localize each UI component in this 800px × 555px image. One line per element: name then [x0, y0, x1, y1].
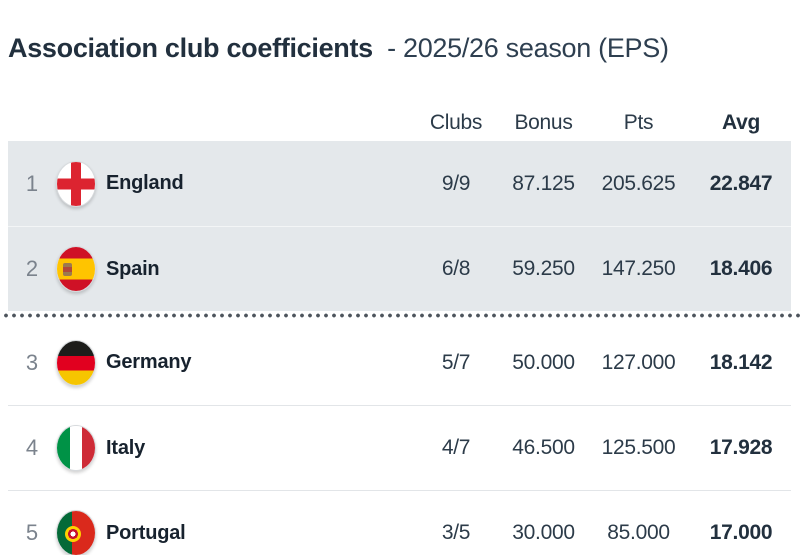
coefficients-table: Clubs Bonus Pts Avg 1 England 9/9 87.125…	[0, 105, 800, 555]
country-name: Spain	[106, 257, 160, 280]
column-header-clubs[interactable]: Clubs	[429, 111, 483, 134]
rank-value: 1	[25, 170, 39, 196]
table-row[interactable]: 5 Portugal 3/5 30.000 85.000 17.000	[8, 490, 791, 555]
avg-value: 22.847	[709, 171, 773, 195]
table-row[interactable]: 2 Spain 6/8 59.250 147.250 18.406	[8, 226, 791, 311]
flag-cell	[56, 246, 106, 292]
rank-value: 3	[25, 349, 39, 375]
country-name: Italy	[106, 436, 146, 459]
bonus-value: 30.000	[512, 521, 575, 544]
avg-value: 18.142	[709, 350, 773, 374]
clubs-value: 4/7	[441, 436, 471, 459]
table-body: 1 England 9/9 87.125 205.625 22.847 2 Sp…	[0, 141, 800, 555]
bonus-value: 59.250	[512, 257, 575, 280]
flag-cell	[56, 339, 106, 386]
bonus-value: 50.000	[512, 350, 575, 374]
avg-value: 17.928	[709, 436, 773, 459]
clubs-value: 3/5	[441, 521, 471, 544]
table-row[interactable]: 4 Italy 4/7 46.500 125.500 17.928	[8, 405, 791, 490]
flag-icon-spain	[56, 246, 96, 292]
flag-cell	[56, 425, 106, 471]
flag-fill	[57, 340, 95, 385]
flag-cell	[56, 510, 106, 555]
country-name: Portugal	[106, 521, 186, 544]
clubs-value: 6/8	[441, 257, 471, 280]
avg-value: 18.406	[709, 257, 773, 280]
rank-value: 2	[25, 256, 39, 281]
avg-value: 17.000	[709, 521, 773, 544]
rank-value: 5	[25, 520, 39, 545]
title-season: - 2025/26 season (EPS)	[387, 33, 669, 63]
rank-value: 4	[25, 435, 39, 460]
table-row[interactable]: 3 Germany 5/7 50.000 127.000 18.142	[8, 320, 791, 405]
country-name: England	[106, 172, 184, 194]
flag-icon-germany	[56, 339, 96, 386]
country-name: Germany	[106, 351, 192, 373]
column-header-bonus[interactable]: Bonus	[514, 111, 573, 134]
pts-value: 125.500	[601, 436, 676, 459]
page-title: Association club coefficients - 2025/26 …	[8, 32, 792, 64]
flag-fill	[57, 426, 95, 470]
column-header-pts[interactable]: Pts	[623, 111, 654, 134]
flag-icon-italy	[56, 425, 96, 471]
flag-cell	[56, 160, 106, 207]
flag-fill	[57, 161, 95, 206]
column-header-avg[interactable]: Avg	[722, 111, 760, 134]
flag-fill	[57, 247, 95, 291]
table-row[interactable]: 1 England 9/9 87.125 205.625 22.847	[8, 141, 791, 226]
qualification-cutoff-divider	[0, 313, 800, 318]
bonus-value: 87.125	[512, 171, 575, 195]
flag-icon-england	[56, 160, 96, 207]
table-header-row: Clubs Bonus Pts Avg	[8, 105, 791, 141]
pts-value: 205.625	[601, 171, 676, 195]
title-main: Association club coefficients	[8, 33, 373, 63]
pts-value: 85.000	[607, 521, 670, 544]
flag-fill	[57, 511, 95, 555]
flag-icon-portugal	[56, 510, 96, 555]
clubs-value: 9/9	[441, 171, 471, 195]
pts-value: 147.250	[601, 257, 676, 280]
clubs-value: 5/7	[441, 350, 471, 374]
pts-value: 127.000	[601, 350, 676, 374]
bonus-value: 46.500	[512, 436, 575, 459]
